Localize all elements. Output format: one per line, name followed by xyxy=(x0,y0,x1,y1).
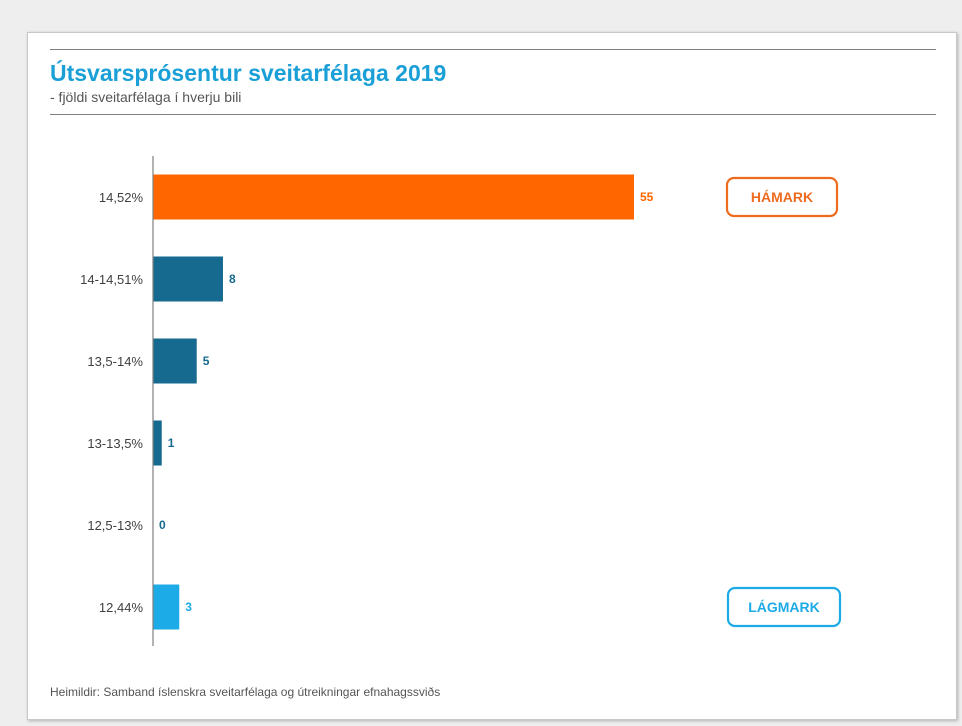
top-rule xyxy=(50,49,936,50)
annotation-label: LÁGMARK xyxy=(748,599,820,615)
value-label: 3 xyxy=(185,600,192,614)
category-label: 13-13,5% xyxy=(87,436,143,451)
category-label: 12,5-13% xyxy=(87,518,143,533)
bar xyxy=(153,420,162,466)
annotation-label: HÁMARK xyxy=(751,189,813,205)
category-label: 14,52% xyxy=(99,190,144,205)
value-label: 0 xyxy=(159,518,166,532)
category-label: 12,44% xyxy=(99,600,144,615)
value-label: 1 xyxy=(168,436,175,450)
bar xyxy=(153,174,634,220)
value-label: 55 xyxy=(640,190,654,204)
chart-title: Útsvarsprósentur sveitarfélaga 2019 xyxy=(50,60,447,86)
category-label: 13,5-14% xyxy=(87,354,143,369)
bar xyxy=(153,256,223,302)
title-rule xyxy=(50,114,936,115)
bar xyxy=(153,584,180,630)
value-label: 5 xyxy=(203,354,210,368)
annotation-badge xyxy=(725,176,839,218)
annotation-badge xyxy=(726,586,842,628)
category-label: 14-14,51% xyxy=(80,272,143,287)
bar xyxy=(153,338,197,384)
value-label: 8 xyxy=(229,272,236,286)
chart-subtitle: - fjöldi sveitarfélaga í hverju bili xyxy=(50,89,242,105)
source-note: Heimildir: Samband íslenskra sveitarféla… xyxy=(50,685,441,699)
